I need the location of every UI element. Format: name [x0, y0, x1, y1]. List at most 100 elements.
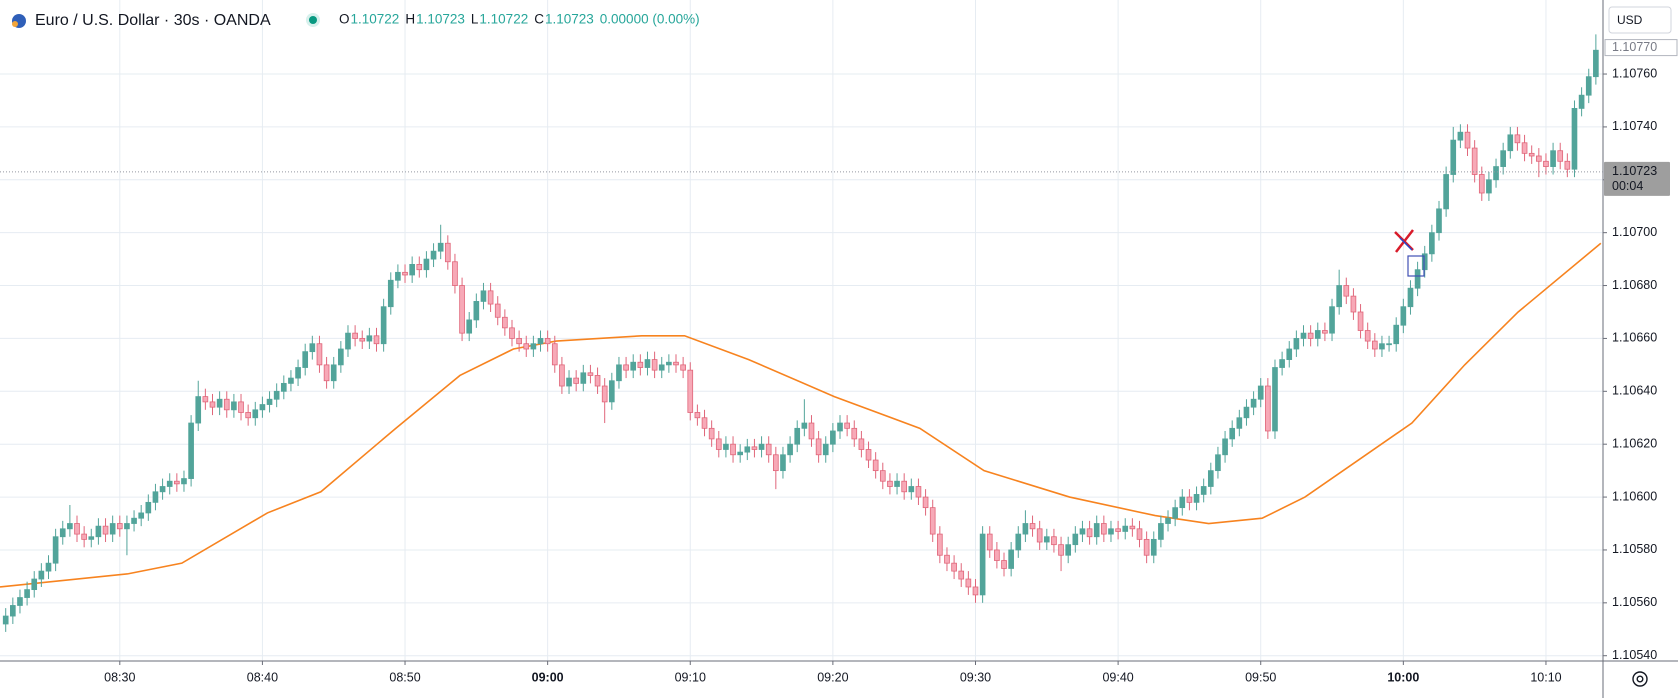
candle-body [1407, 287, 1414, 308]
candle-body [17, 597, 23, 606]
candle-body [295, 367, 301, 379]
candle-body [1236, 417, 1243, 429]
candle-body [1172, 507, 1178, 519]
candle-body [38, 570, 45, 580]
candle-body [466, 319, 473, 334]
ohlc-value: 1.10722 [351, 12, 400, 27]
candle-body [1129, 525, 1136, 530]
candle-body [174, 480, 180, 485]
candle-body [1279, 359, 1285, 368]
candle-body [1400, 306, 1407, 326]
candle-body [680, 364, 686, 371]
candle-body [1250, 398, 1257, 408]
candle-body [972, 586, 979, 596]
candle-body [1207, 470, 1214, 487]
ohlc-value: 1.10722 [479, 12, 528, 27]
settings-button[interactable] [1632, 671, 1648, 687]
candle-body [1307, 332, 1314, 339]
candle-body [694, 412, 701, 419]
candle-body [437, 242, 444, 252]
candle-body [537, 338, 544, 345]
x-tick-label: 08:50 [389, 670, 420, 684]
y-tick-label: 1.10560 [1612, 595, 1657, 609]
candle-body [658, 364, 665, 371]
last-price-label: 1.10723 [1612, 164, 1657, 178]
candle-body [1471, 147, 1478, 175]
candle-body [480, 290, 487, 302]
candle-body [887, 480, 893, 487]
candle-body [1436, 208, 1442, 234]
candle-body [758, 443, 765, 450]
candle-body [473, 301, 480, 321]
candle-body [138, 512, 145, 519]
candle-body [830, 430, 836, 445]
candle-body [673, 361, 679, 366]
candle-body [530, 343, 537, 350]
y-tick-label: 1.10580 [1612, 542, 1657, 556]
x-tick-label: 10:10 [1530, 670, 1561, 684]
candle-body [1429, 232, 1435, 255]
candle-body [1557, 150, 1564, 162]
candle-body [1243, 406, 1250, 419]
currency-label[interactable]: USD [1617, 13, 1643, 27]
candle-body [352, 332, 358, 339]
candle-body [1286, 348, 1293, 360]
candle-body [181, 478, 187, 485]
symbol-title[interactable]: Euro / U.S. Dollar · 30s · OANDA [35, 12, 271, 29]
candle-body [231, 401, 237, 411]
candle-body [52, 536, 59, 564]
candle-body [744, 446, 751, 453]
candle-body [879, 470, 886, 482]
candle-body [273, 390, 280, 400]
candle-body [152, 491, 159, 503]
candle-body [979, 533, 986, 596]
candle-body [1051, 536, 1057, 546]
drawing-marker[interactable] [1394, 229, 1425, 277]
candle-body [124, 523, 130, 530]
candle-body [1357, 311, 1364, 331]
candle-body [837, 422, 843, 432]
candle-body [202, 396, 209, 403]
currency-button[interactable]: USD [1608, 6, 1672, 34]
candle-body [1379, 343, 1385, 350]
x-tick-label: 09:20 [817, 670, 848, 684]
candle-body [1257, 385, 1264, 400]
candle-body [573, 377, 579, 384]
candle-body [1015, 533, 1022, 551]
candle-body [1229, 427, 1236, 440]
x-tick-label: 08:40 [247, 670, 278, 684]
candle-body [1272, 367, 1278, 432]
candle-body [1550, 150, 1556, 167]
candle-body [95, 525, 102, 538]
candle-body [559, 364, 565, 387]
candle-body [395, 271, 401, 281]
candle-body [908, 486, 915, 493]
y-tick-label: 1.10540 [1612, 648, 1657, 662]
candle-body [1543, 160, 1549, 167]
candle-body [894, 480, 900, 487]
candle-body [1022, 523, 1029, 535]
candle-body [901, 480, 908, 493]
candle-body [366, 335, 373, 342]
currency-box[interactable] [1608, 6, 1672, 34]
candle-body [1578, 94, 1585, 109]
candle-body [216, 398, 223, 408]
candle-body [1493, 166, 1499, 181]
settings-gear[interactable] [1632, 671, 1648, 687]
candle-body [1457, 131, 1464, 141]
candle-body [1386, 343, 1392, 346]
candle-body [1215, 454, 1221, 472]
ohlc-key: L [471, 12, 479, 27]
candle-body [1322, 330, 1328, 334]
candle-body [1371, 340, 1378, 350]
y-tick-label: 1.10760 [1612, 66, 1657, 80]
candle-body [630, 361, 637, 371]
candle-body [1108, 528, 1114, 535]
candle-body [986, 533, 993, 551]
candle-body [145, 501, 152, 514]
candle-body [851, 427, 858, 440]
symbol-icon [12, 21, 18, 27]
candle-body [459, 285, 465, 334]
x-tick-label: 09:00 [532, 670, 564, 684]
